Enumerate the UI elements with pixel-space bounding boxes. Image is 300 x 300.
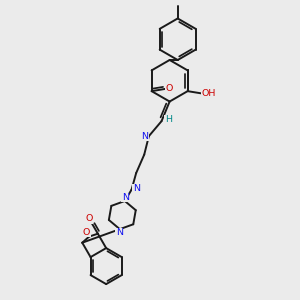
Text: N: N (133, 184, 140, 193)
Text: N: N (122, 193, 129, 202)
Text: O: O (166, 84, 173, 93)
Text: N: N (141, 132, 148, 141)
Text: O: O (85, 214, 93, 223)
Text: OH: OH (201, 89, 216, 98)
Text: N: N (116, 228, 123, 237)
Text: O: O (83, 228, 90, 237)
Text: H: H (165, 116, 172, 124)
